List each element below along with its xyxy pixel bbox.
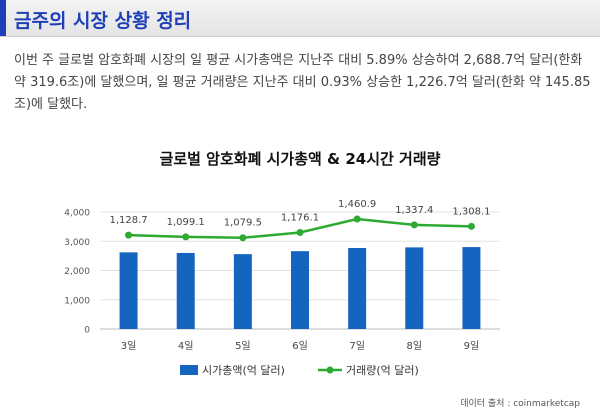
legend-line-marker [326,366,334,374]
data-source: 데이터 출처 : coinmarketcap [460,399,580,409]
y-tick-label: 4,000 [64,209,90,219]
data-label: 1,308.1 [452,206,490,217]
bar [348,247,367,329]
bar [176,252,195,329]
bar [291,251,309,329]
line-point [182,233,190,241]
x-tick-label: 7일 [349,340,365,352]
x-tick-label: 9일 [464,340,480,352]
x-tick-label: 8일 [407,340,423,352]
line-point [239,234,247,242]
data-label: 1,099.1 [167,217,205,228]
line-point [467,222,475,230]
data-label: 1,128.7 [109,215,147,226]
x-tick-label: 3일 [121,340,137,352]
line-point [410,221,418,229]
y-tick-label: 3,000 [64,238,90,248]
data-label: 1,176.1 [281,212,319,223]
legend-bar-swatch [180,365,198,375]
bar [405,247,424,329]
x-tick-label: 5일 [235,340,251,352]
bar [462,247,481,329]
header-bar: 금주의 시장 상황 정리 [0,0,600,37]
y-tick-label: 2,000 [64,267,90,277]
data-label: 1,460.9 [338,199,376,210]
legend-bar-label: 시가총액(억 달러) [202,364,285,377]
page-title: 금주의 시장 상황 정리 [14,10,192,32]
line-point [353,215,361,223]
data-label: 1,337.4 [395,205,433,216]
legend-line-label: 거래량(억 달러) [346,364,419,377]
x-tick-label: 6일 [292,340,308,352]
chart-title: 글로벌 암호화폐 시가총액 & 24시간 거래량 [159,150,441,168]
y-tick-label: 0 [84,326,90,336]
x-tick-label: 4일 [178,340,194,352]
y-tick-label: 1,000 [64,296,90,306]
line-point [296,228,304,236]
bar [233,254,252,329]
line-point [125,231,133,239]
summary-text: 이번 주 글로벌 암호화폐 시장의 일 평균 시가총액은 지난주 대비 5.89… [14,53,591,112]
bar [119,252,138,329]
header-accent [0,0,6,36]
data-label: 1,079.5 [224,218,262,229]
